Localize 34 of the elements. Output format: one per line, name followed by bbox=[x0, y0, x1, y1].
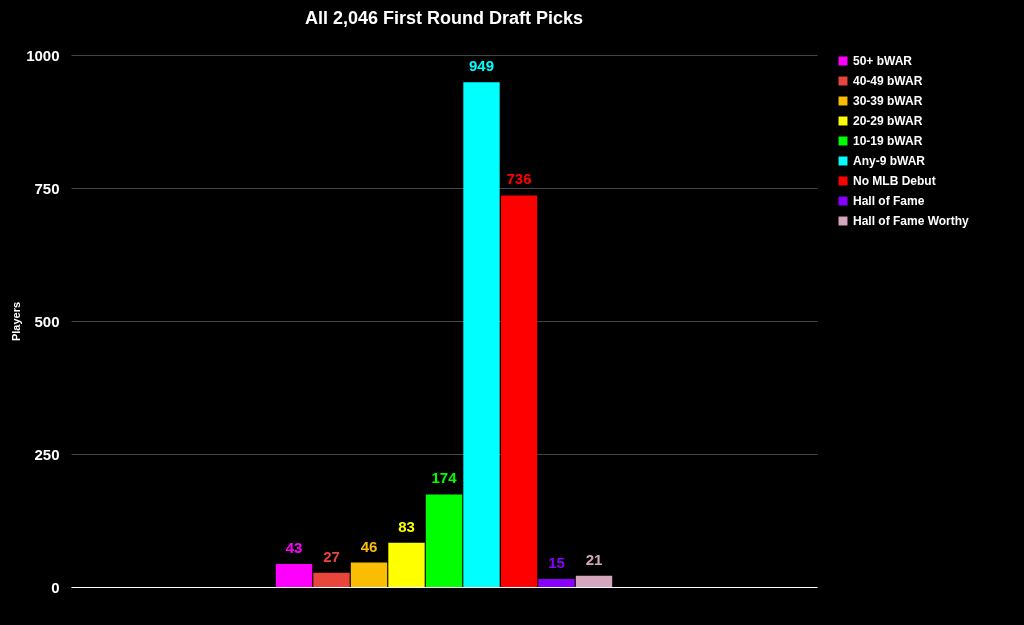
data-label: 736 bbox=[506, 170, 532, 188]
legend-label: Hall of Fame bbox=[853, 194, 925, 208]
bar bbox=[500, 195, 538, 587]
data-label: 43 bbox=[285, 539, 303, 557]
data-label: 46 bbox=[360, 537, 378, 555]
y-tick-label: 1000 bbox=[26, 46, 60, 64]
legend-label: Hall of Fame Worthy bbox=[853, 214, 970, 228]
bar bbox=[575, 575, 613, 587]
data-label: 27 bbox=[323, 547, 340, 565]
y-axis-title: Players bbox=[10, 301, 23, 342]
bar bbox=[463, 82, 500, 587]
bar bbox=[275, 564, 313, 587]
bar bbox=[425, 494, 463, 587]
y-tick-label: 250 bbox=[34, 445, 60, 463]
bar bbox=[388, 542, 425, 587]
legend-label: 50+ bWAR bbox=[853, 54, 913, 68]
chart-title: All 2,046 First Round Draft Picks bbox=[304, 8, 584, 28]
legend-label: 40-49 bWAR bbox=[853, 74, 923, 88]
bar bbox=[538, 579, 575, 587]
legend-label: 20-29 bWAR bbox=[853, 114, 923, 128]
legend-label: 30-39 bWAR bbox=[853, 94, 923, 108]
bar bbox=[350, 562, 388, 587]
y-tick-label: 750 bbox=[34, 179, 60, 197]
y-tick-label: 0 bbox=[51, 578, 60, 596]
legend-label: 10-19 bWAR bbox=[853, 134, 923, 148]
y-tick-label: 500 bbox=[34, 312, 60, 330]
data-label: 15 bbox=[548, 554, 565, 572]
legend-label: Any-9 bWAR bbox=[853, 154, 926, 168]
bar bbox=[313, 572, 350, 587]
data-label: 21 bbox=[585, 550, 603, 568]
data-label: 949 bbox=[468, 57, 495, 75]
data-label: 83 bbox=[398, 517, 415, 535]
data-label: 174 bbox=[431, 469, 458, 487]
legend-label: No MLB Debut bbox=[853, 174, 936, 188]
